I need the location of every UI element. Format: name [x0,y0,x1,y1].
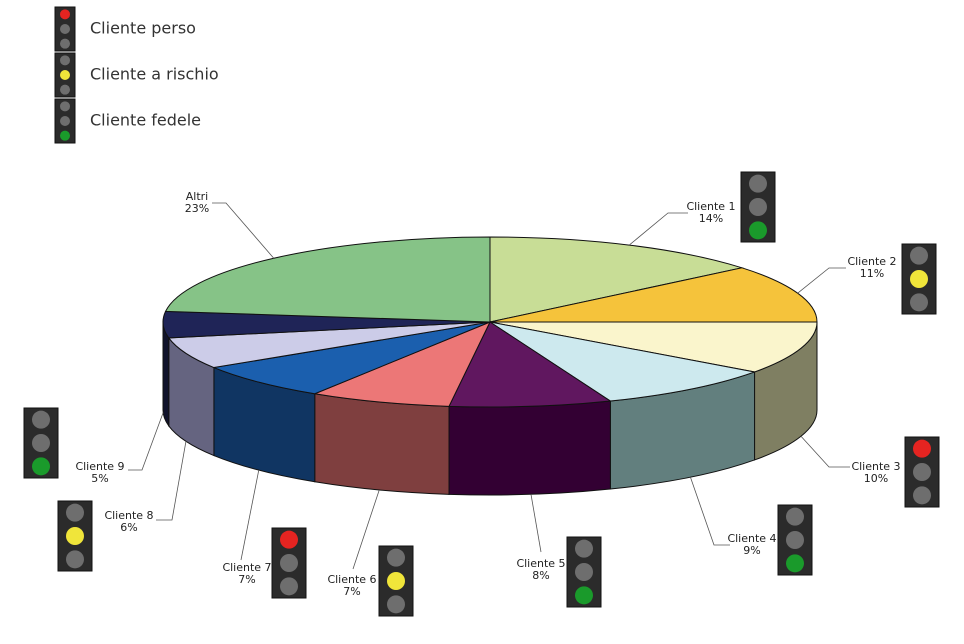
slice [489,267,818,323]
slice-label: Altri [186,190,208,203]
leader-line [240,470,260,561]
traffic-light [23,407,59,479]
lamp [387,595,405,614]
leader-line [800,435,850,468]
lamp [913,439,931,458]
leader-line [530,494,542,553]
leader-line [212,202,275,259]
slice-side [162,321,170,428]
legend-label: Cliente a rischio [90,65,219,84]
value-label: 6% [120,521,137,534]
leader-line [690,477,730,546]
lamp [60,130,70,141]
lamp [749,174,767,193]
lamp [387,572,405,590]
slice-label: Cliente 6 [327,573,376,586]
traffic-light [57,500,93,572]
lamp [575,539,593,558]
lamp [60,101,70,112]
leader-line [128,412,164,471]
slice-label: Cliente 9 [75,460,124,473]
lamp [749,198,767,216]
lamp [60,84,70,95]
value-label: 7% [343,585,360,598]
lamp [387,548,405,567]
lamp [60,70,70,80]
slice-label: Cliente 4 [727,532,776,545]
lamp [60,9,70,20]
value-label: 8% [532,569,549,582]
leader-line [352,489,380,570]
lamp [60,24,70,34]
traffic-light [566,536,602,608]
traffic-light [378,545,414,617]
lamp [575,563,593,581]
slice [489,321,757,402]
legend-label: Cliente perso [90,19,196,38]
lamp [32,434,50,452]
traffic-light [904,436,940,508]
lamp [749,221,767,240]
value-label: 5% [91,472,108,485]
lamp [32,410,50,429]
traffic-light [54,6,76,52]
lamp [913,486,931,505]
lamp [60,116,70,126]
lamp [786,507,804,526]
slice [167,321,491,369]
value-label: 23% [185,202,209,215]
lamp [913,463,931,481]
leader-line [628,212,688,246]
slice-side [448,400,611,496]
leader-line [797,267,846,294]
value-label: 11% [860,267,884,280]
lamp [280,554,298,572]
legend-label: Cliente fedele [90,111,201,130]
lamp [280,577,298,596]
lamp [910,293,928,312]
lamp [32,457,50,476]
value-label: 10% [864,472,888,485]
slice-label: Cliente 2 [847,255,896,268]
slice-side [314,393,450,495]
slice [448,321,612,408]
lamp [786,531,804,549]
traffic-light [54,98,76,144]
lamp [60,38,70,49]
value-label: 9% [743,544,760,557]
value-label: 14% [699,212,723,225]
lamp [66,503,84,522]
value-label: 7% [238,573,255,586]
lamp [910,270,928,288]
slice-label: Cliente 5 [516,557,565,570]
traffic-light [901,243,937,315]
lamp [280,530,298,549]
slice [164,236,491,323]
traffic-light [740,171,776,243]
lamp [60,55,70,66]
slice-label: Cliente 1 [686,200,735,213]
traffic-light [777,504,813,576]
slice [489,321,818,373]
slice [312,321,492,407]
lamp [575,586,593,605]
lamp [910,246,928,265]
lamp [66,550,84,569]
slice [212,321,491,395]
leader-line [156,441,187,521]
lamp [786,554,804,573]
lamp [66,527,84,545]
slice-label: Cliente 7 [222,561,271,574]
traffic-light [54,52,76,98]
slice-label: Cliente 3 [851,460,900,473]
traffic-light [271,527,307,599]
slice-label: Cliente 8 [104,509,153,522]
